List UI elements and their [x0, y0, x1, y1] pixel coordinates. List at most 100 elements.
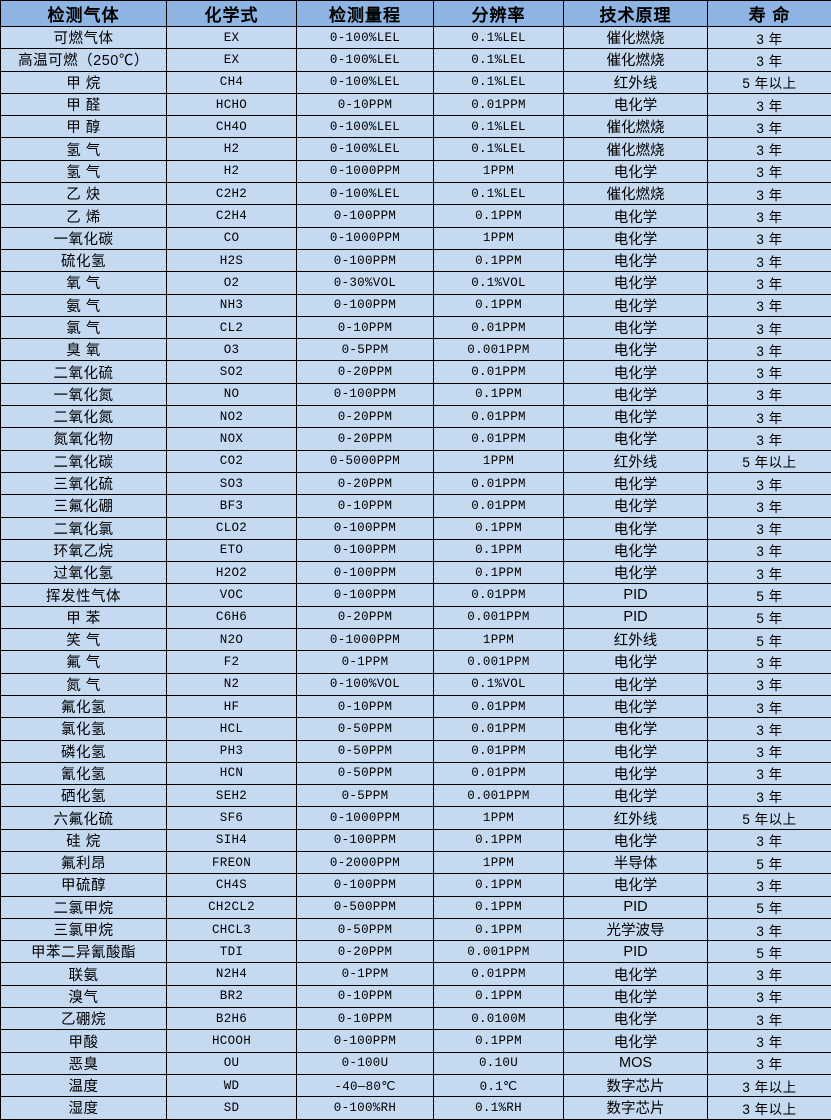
- cell-range: 0-100PPM: [297, 249, 434, 271]
- cell-tech: 电化学: [564, 93, 708, 115]
- cell-range: 0-100PPM: [297, 562, 434, 584]
- cell-formula: HCOOH: [167, 1030, 297, 1052]
- cell-name: 溴气: [1, 985, 167, 1007]
- cell-tech: 电化学: [564, 316, 708, 338]
- cell-formula: CLO2: [167, 517, 297, 539]
- cell-tech: MOS: [564, 1052, 708, 1074]
- cell-formula: TDI: [167, 941, 297, 963]
- cell-life: 3 年: [708, 383, 831, 405]
- cell-name: 硒化氢: [1, 785, 167, 807]
- cell-formula: N2H4: [167, 963, 297, 985]
- cell-tech: 催化燃烧: [564, 49, 708, 71]
- cell-life: 3 年: [708, 183, 831, 205]
- cell-res: 0.1%VOL: [434, 673, 564, 695]
- cell-name: 可燃气体: [1, 27, 167, 49]
- cell-tech: 电化学: [564, 294, 708, 316]
- cell-formula: HCL: [167, 718, 297, 740]
- cell-formula: F2: [167, 651, 297, 673]
- cell-formula: SF6: [167, 807, 297, 829]
- cell-name: 笑 气: [1, 629, 167, 651]
- cell-tech: 电化学: [564, 495, 708, 517]
- cell-life: 3 年: [708, 495, 831, 517]
- cell-range: 0-10PPM: [297, 316, 434, 338]
- column-header-technology: 技术原理: [564, 1, 708, 27]
- cell-life: 3 年: [708, 316, 831, 338]
- cell-range: 0-1000PPM: [297, 160, 434, 182]
- cell-life: 3 年: [708, 160, 831, 182]
- cell-formula: EX: [167, 27, 297, 49]
- cell-formula: BR2: [167, 985, 297, 1007]
- cell-formula: CL2: [167, 316, 297, 338]
- cell-life: 3 年: [708, 517, 831, 539]
- cell-res: 0.1%LEL: [434, 27, 564, 49]
- cell-range: 0-1000PPM: [297, 227, 434, 249]
- cell-name: 恶臭: [1, 1052, 167, 1074]
- cell-name: 氮 气: [1, 673, 167, 695]
- cell-range: 0-100%VOL: [297, 673, 434, 695]
- cell-formula: VOC: [167, 584, 297, 606]
- cell-life: 3 年: [708, 227, 831, 249]
- cell-range: 0-100PPM: [297, 294, 434, 316]
- cell-res: 0.1%LEL: [434, 138, 564, 160]
- cell-tech: 电化学: [564, 829, 708, 851]
- cell-range: 0-100PPM: [297, 539, 434, 561]
- cell-name: 硫化氢: [1, 249, 167, 271]
- cell-formula: CHCL3: [167, 918, 297, 940]
- cell-name: 氨 气: [1, 294, 167, 316]
- cell-name: 甲硫醇: [1, 874, 167, 896]
- cell-tech: 电化学: [564, 718, 708, 740]
- cell-formula: N2O: [167, 629, 297, 651]
- cell-formula: O3: [167, 339, 297, 361]
- cell-range: 0-1PPM: [297, 651, 434, 673]
- cell-formula: CH2CL2: [167, 896, 297, 918]
- cell-range: 0-100PPM: [297, 584, 434, 606]
- cell-name: 二氧化碳: [1, 450, 167, 472]
- cell-range: 0-100%LEL: [297, 116, 434, 138]
- cell-range: 0-10PPM: [297, 985, 434, 1007]
- cell-formula: NO: [167, 383, 297, 405]
- cell-tech: 电化学: [564, 1030, 708, 1052]
- cell-life: 3 年: [708, 740, 831, 762]
- cell-formula: O2: [167, 272, 297, 294]
- cell-name: 二氧化硫: [1, 361, 167, 383]
- cell-res: 0.1PPM: [434, 205, 564, 227]
- cell-name: 氟 气: [1, 651, 167, 673]
- cell-name: 氯 气: [1, 316, 167, 338]
- cell-tech: 电化学: [564, 1008, 708, 1030]
- cell-life: 3 年: [708, 1030, 831, 1052]
- cell-name: 磷化氢: [1, 740, 167, 762]
- cell-formula: C2H2: [167, 183, 297, 205]
- cell-range: 0-20PPM: [297, 941, 434, 963]
- cell-formula: WD: [167, 1074, 297, 1096]
- cell-tech: 数字芯片: [564, 1074, 708, 1096]
- cell-res: 0.1PPM: [434, 874, 564, 896]
- cell-range: 0-10PPM: [297, 1008, 434, 1030]
- cell-life: 5 年: [708, 584, 831, 606]
- cell-name: 湿度: [1, 1097, 167, 1119]
- cell-range: 0-100%RH: [297, 1097, 434, 1119]
- cell-formula: NH3: [167, 294, 297, 316]
- cell-life: 3 年: [708, 785, 831, 807]
- cell-tech: 电化学: [564, 205, 708, 227]
- cell-tech: 电化学: [564, 517, 708, 539]
- cell-life: 5 年: [708, 941, 831, 963]
- cell-tech: PID: [564, 896, 708, 918]
